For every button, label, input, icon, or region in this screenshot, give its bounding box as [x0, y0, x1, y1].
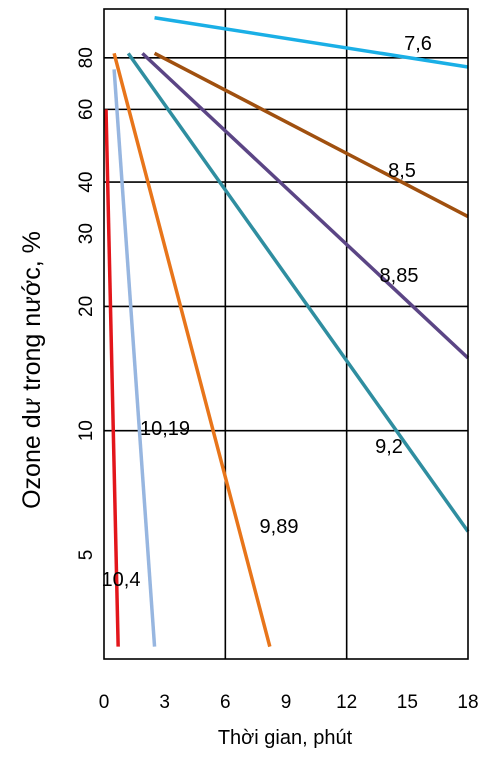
series-line — [141, 52, 470, 360]
x-tick-label: 3 — [159, 692, 170, 713]
y-tick-label: 5 — [76, 550, 97, 561]
series-line — [153, 51, 469, 219]
y-tick-label: 10 — [76, 420, 97, 441]
x-tick-label: 0 — [99, 692, 110, 713]
series-line — [126, 52, 470, 533]
gridlines — [104, 9, 468, 659]
y-tick-label: 30 — [76, 223, 97, 244]
series-labels: 7,6 8,5 8,85 9,2 9,89 10,19 10,4 — [102, 33, 432, 591]
y-tick-label: 80 — [76, 47, 97, 68]
series-lines — [104, 16, 470, 648]
x-tick-label: 18 — [457, 692, 478, 713]
series-label: 9,2 — [375, 436, 403, 458]
x-tick-label: 12 — [336, 692, 357, 713]
series-line — [154, 16, 469, 69]
x-tick-label: 6 — [220, 692, 231, 713]
series-line — [112, 69, 157, 647]
series-label: 8,85 — [380, 265, 419, 287]
y-axis-label: Ozone dư trong nước, % — [18, 231, 46, 509]
x-tick-label: 15 — [397, 692, 418, 713]
series-line — [104, 109, 120, 647]
y-tick-label: 60 — [76, 99, 97, 120]
x-tick-label: 9 — [281, 692, 292, 713]
series-line — [112, 52, 272, 648]
series-label: 8,5 — [388, 160, 416, 182]
series-label: 10,19 — [140, 418, 190, 440]
plot-frame — [103, 8, 469, 660]
y-ticks: 5 10 20 30 40 60 80 — [76, 47, 97, 560]
series-label: 7,6 — [404, 33, 432, 55]
x-ticks: 0 3 6 9 12 15 18 — [99, 692, 479, 713]
y-tick-label: 20 — [76, 296, 97, 317]
x-axis-label: Thời gian, phút — [218, 727, 353, 749]
series-label: 9,89 — [260, 516, 299, 538]
series-label: 10,4 — [102, 569, 141, 591]
y-tick-label: 40 — [76, 172, 97, 193]
